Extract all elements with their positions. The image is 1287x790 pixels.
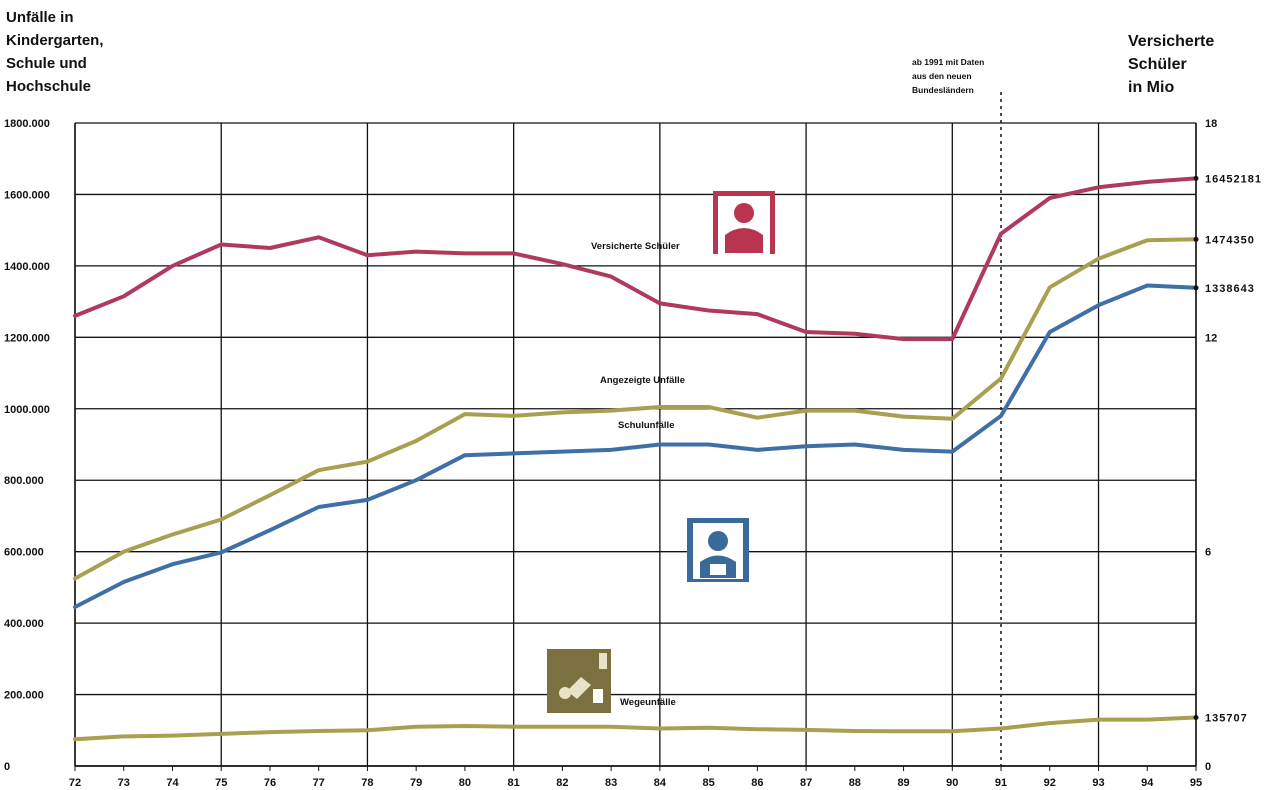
x-tick-label: 90 <box>946 777 958 789</box>
end-value-label-3: 135707 <box>1205 713 1248 725</box>
x-tick-label: 78 <box>361 777 373 789</box>
x-tick-label: 92 <box>1044 777 1056 789</box>
end-value-label-2: 1338643 <box>1205 283 1255 295</box>
left-axis-title: Unfälle in Kindergarten, Schule und Hoch… <box>6 9 104 95</box>
commute-accident-icon <box>547 649 611 713</box>
x-tick-label: 89 <box>897 777 909 789</box>
series-label-angezeigte: Angezeigte Unfälle <box>600 375 685 386</box>
y-left-tick-label: 1200.000 <box>4 332 50 344</box>
series-line-3 <box>73 715 1198 742</box>
y-left-tick-label: 1800.000 <box>4 118 50 130</box>
end-value-label-1: 1474350 <box>1205 234 1255 246</box>
series-label-versicherte: Versicherte Schüler <box>591 241 680 252</box>
x-tick-label: 94 <box>1141 777 1154 789</box>
student-icon <box>713 191 775 254</box>
series-end-point-3 <box>1193 715 1199 721</box>
series-lines <box>73 175 1199 742</box>
y-left-tick-label: 600.000 <box>4 547 44 559</box>
series-label-schulunfaelle: Schulunfälle <box>618 420 674 431</box>
y-left-tick-label: 800.000 <box>4 475 44 487</box>
y-right-tick-label: 18 <box>1205 118 1217 130</box>
series-end-point-1 <box>1193 236 1199 242</box>
x-tick-label: 73 <box>118 777 130 789</box>
series-labels: Versicherte Schüler Angezeigte Unfälle S… <box>591 241 685 708</box>
series-line-1 <box>73 237 1198 581</box>
y-left-tick-label: 400.000 <box>4 618 44 630</box>
y-left-tick-label: 1400.000 <box>4 261 50 273</box>
school-accident-icon <box>687 518 749 582</box>
icons <box>547 191 775 713</box>
grid <box>74 122 1197 771</box>
series-end-point-2 <box>1193 285 1199 291</box>
right-axis-title: Versicherte Schüler in Mio <box>1128 33 1215 96</box>
y-right-tick-label: 0 <box>1205 761 1211 773</box>
end-value-label-0: 16452181 <box>1205 173 1262 185</box>
x-tick-label: 84 <box>654 777 667 789</box>
x-tick-label: 75 <box>215 777 227 789</box>
x-tick-label: 91 <box>995 777 1007 789</box>
series-label-wegeunfaelle: Wegeunfälle <box>620 697 676 708</box>
x-tick-label: 83 <box>605 777 617 789</box>
x-tick-label: 87 <box>800 777 812 789</box>
tick-labels: 0200.000400.000600.000800.0001000.000120… <box>4 118 1217 789</box>
annotation-note: ab 1991 mit Daten aus den neuen Bundeslä… <box>912 57 985 95</box>
x-tick-label: 86 <box>751 777 763 789</box>
x-tick-label: 85 <box>702 777 714 789</box>
series-line-2 <box>73 283 1198 609</box>
x-tick-label: 82 <box>556 777 568 789</box>
end-value-labels: 16452181 1474350 1338643 135707 <box>1205 173 1262 725</box>
x-tick-label: 81 <box>508 777 520 789</box>
x-tick-label: 80 <box>459 777 471 789</box>
series-end-point-0 <box>1193 175 1199 181</box>
x-tick-label: 76 <box>264 777 276 789</box>
x-tick-label: 77 <box>313 777 325 789</box>
y-right-tick-label: 12 <box>1205 332 1217 344</box>
y-left-tick-label: 0 <box>4 761 10 773</box>
series-line-0 <box>73 176 1198 342</box>
y-right-tick-label: 6 <box>1205 547 1211 559</box>
x-tick-label: 93 <box>1092 777 1104 789</box>
x-tick-label: 95 <box>1190 777 1202 789</box>
x-tick-label: 72 <box>69 777 81 789</box>
x-tick-label: 74 <box>166 777 179 789</box>
y-left-tick-label: 1000.000 <box>4 404 50 416</box>
x-tick-label: 79 <box>410 777 422 789</box>
y-left-tick-label: 1600.000 <box>4 189 50 201</box>
x-tick-label: 88 <box>849 777 861 789</box>
y-left-tick-label: 200.000 <box>4 690 44 702</box>
